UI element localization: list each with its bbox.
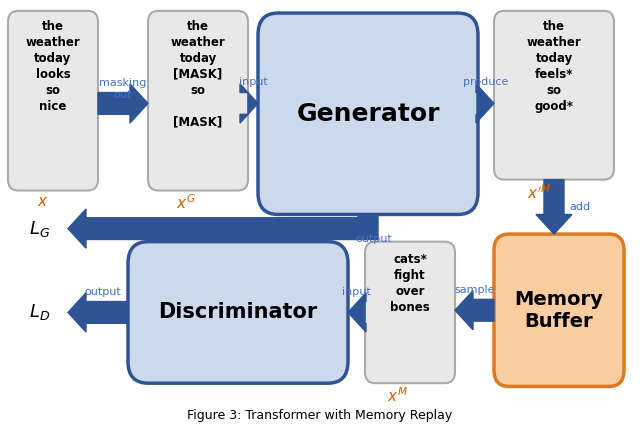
Text: Generator: Generator — [296, 102, 440, 126]
Text: Discriminator: Discriminator — [158, 302, 317, 322]
Text: produce: produce — [463, 77, 509, 87]
Text: output: output — [84, 287, 122, 297]
Polygon shape — [476, 84, 494, 123]
Text: $\mathbf{\it{L}}_{\mathbf{\it{G}}}$: $\mathbf{\it{L}}_{\mathbf{\it{G}}}$ — [29, 218, 51, 239]
Text: add: add — [569, 202, 590, 212]
Text: $\it{x}$: $\it{x}$ — [37, 194, 49, 209]
FancyBboxPatch shape — [8, 11, 98, 190]
FancyBboxPatch shape — [365, 242, 455, 383]
Text: masking
out: masking out — [99, 78, 147, 100]
Polygon shape — [455, 291, 494, 330]
Text: $\mathbf{\it{L}}_{\mathbf{\it{D}}}$: $\mathbf{\it{L}}_{\mathbf{\it{D}}}$ — [29, 302, 51, 322]
Text: sample: sample — [454, 285, 495, 295]
Polygon shape — [348, 293, 366, 332]
FancyBboxPatch shape — [494, 234, 624, 387]
Polygon shape — [240, 84, 258, 123]
FancyBboxPatch shape — [494, 11, 614, 180]
Text: the
weather
today
[MASK]
so

[MASK]: the weather today [MASK] so [MASK] — [171, 20, 225, 129]
Polygon shape — [536, 180, 572, 234]
Text: $\it{x}^{\prime M}$: $\it{x}^{\prime M}$ — [527, 183, 551, 202]
Text: cats*
fight
over
bones: cats* fight over bones — [390, 252, 430, 313]
Text: input: input — [239, 77, 268, 87]
Text: $\it{x}^M$: $\it{x}^M$ — [387, 387, 408, 405]
Polygon shape — [68, 293, 128, 332]
Polygon shape — [98, 84, 148, 123]
Polygon shape — [68, 209, 378, 248]
Text: the
weather
today
looks
so
nice: the weather today looks so nice — [26, 20, 81, 113]
FancyBboxPatch shape — [128, 242, 348, 383]
Text: output: output — [356, 234, 392, 244]
Text: the
weather
today
feels*
so
good*: the weather today feels* so good* — [527, 20, 581, 113]
Text: input: input — [342, 287, 371, 297]
FancyBboxPatch shape — [148, 11, 248, 190]
Text: $\it{x}^G$: $\it{x}^G$ — [176, 194, 196, 212]
FancyBboxPatch shape — [258, 13, 478, 215]
Text: Figure 3: Transformer with Memory Replay: Figure 3: Transformer with Memory Replay — [188, 409, 452, 422]
Text: Memory
Buffer: Memory Buffer — [515, 290, 604, 331]
